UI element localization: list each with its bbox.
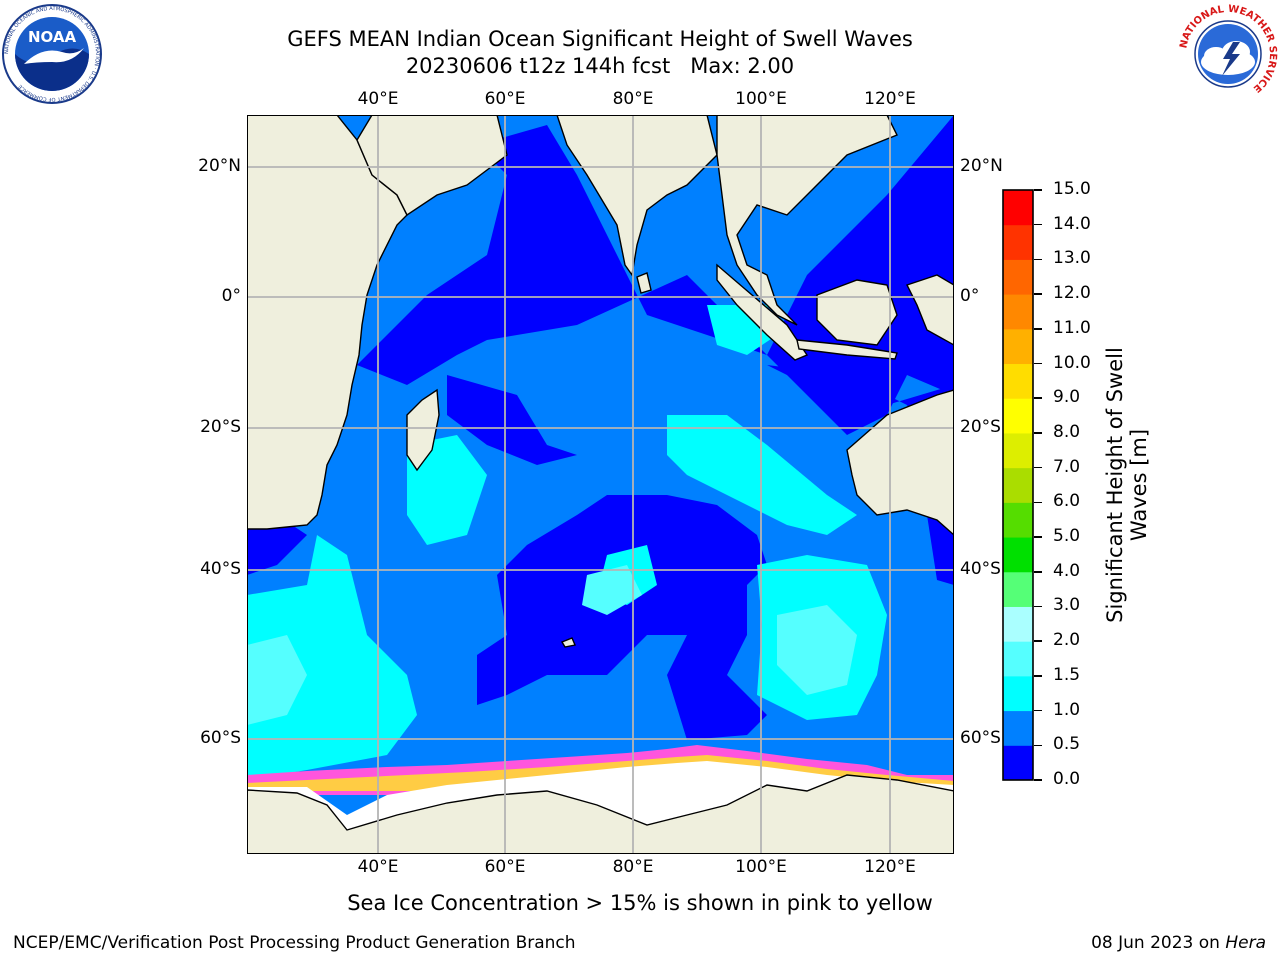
colorbar-segment bbox=[1003, 328, 1033, 365]
lon-label-top: 100°E bbox=[735, 89, 787, 109]
colorbar-tick-mark bbox=[1034, 640, 1042, 642]
colorbar-tick-mark bbox=[1034, 675, 1042, 677]
colorbar-tick-label: 6.0 bbox=[1053, 491, 1081, 512]
colorbar-tick-mark bbox=[1034, 536, 1042, 538]
lat-label-right: 60°S bbox=[960, 728, 1001, 748]
colorbar-segment bbox=[1003, 571, 1033, 607]
colorbar-segment bbox=[1003, 294, 1033, 330]
colorbar-label-line2: Waves [m] bbox=[1127, 428, 1151, 542]
colorbar-tick-mark bbox=[1034, 293, 1042, 295]
lon-label-bottom: 100°E bbox=[735, 857, 787, 877]
colorbar-segment bbox=[1003, 502, 1033, 538]
colorbar-tick-mark bbox=[1034, 223, 1042, 226]
lon-label-bottom: 60°E bbox=[484, 857, 526, 877]
lat-label-right: 40°S bbox=[960, 559, 1001, 579]
chart-subtitle: 20230606 t12z 144h fcst Max: 2.00 bbox=[405, 54, 795, 78]
footer-left: NCEP/EMC/Verification Post Processing Pr… bbox=[13, 933, 576, 953]
colorbar bbox=[1002, 189, 1034, 781]
colorbar-segment bbox=[1003, 606, 1033, 642]
sea-ice-note: Sea Ice Concentration > 15% is shown in … bbox=[347, 891, 933, 915]
noaa-text: NOAA bbox=[28, 28, 77, 46]
colorbar-tick-mark bbox=[1034, 258, 1042, 261]
colorbar-tick-mark bbox=[1034, 328, 1042, 330]
colorbar-tick-mark bbox=[1034, 189, 1042, 191]
colorbar-tick-label: 10.0 bbox=[1053, 352, 1091, 373]
colorbar-segment bbox=[1003, 432, 1033, 469]
colorbar-segment bbox=[1003, 190, 1033, 226]
colorbar-tick-label: 0.5 bbox=[1053, 734, 1081, 755]
colorbar-segment bbox=[1003, 537, 1033, 573]
lat-label-left: 0° bbox=[221, 286, 241, 306]
map-gridlines bbox=[247, 115, 954, 854]
colorbar-tick-label: 14.0 bbox=[1053, 213, 1091, 234]
colorbar-tick-label: 3.0 bbox=[1053, 595, 1081, 616]
colorbar-tick-label: 7.0 bbox=[1053, 456, 1081, 477]
colorbar-tick-mark bbox=[1034, 362, 1042, 365]
map-panel bbox=[247, 115, 954, 854]
lat-label-left: 60°S bbox=[200, 728, 241, 748]
lat-label-left: 20°N bbox=[198, 156, 241, 176]
colorbar-tick-mark bbox=[1034, 605, 1042, 608]
lat-label-right: 20°S bbox=[960, 417, 1001, 437]
colorbar-tick-label: 12.0 bbox=[1053, 283, 1091, 304]
chart-title: GEFS MEAN Indian Ocean Significant Heigh… bbox=[287, 27, 913, 51]
colorbar-tick-label: 5.0 bbox=[1053, 526, 1081, 547]
colorbar-label-line1: Significant Height of Swell bbox=[1103, 347, 1127, 623]
colorbar-segment bbox=[1003, 398, 1033, 434]
lat-label-left: 20°S bbox=[200, 417, 241, 437]
lat-label-right: 20°N bbox=[960, 156, 1003, 176]
colorbar-segment bbox=[1003, 675, 1033, 712]
lat-label-right: 0° bbox=[960, 286, 980, 306]
footer-date: 08 Jun 2023 on bbox=[1091, 933, 1226, 953]
footer-right: 08 Jun 2023 on Hera bbox=[1091, 933, 1266, 953]
land-masses bbox=[247, 115, 954, 854]
colorbar-tick-mark bbox=[1034, 397, 1042, 399]
colorbar-tick-label: 1.0 bbox=[1053, 699, 1081, 720]
colorbar-tick-label: 0.0 bbox=[1053, 769, 1081, 789]
colorbar-tick-mark bbox=[1034, 571, 1042, 573]
colorbar-tick-label: 13.0 bbox=[1053, 248, 1091, 269]
colorbar-tick-label: 8.0 bbox=[1053, 421, 1081, 442]
lon-label-top: 40°E bbox=[357, 89, 399, 109]
colorbar-tick-mark bbox=[1034, 779, 1042, 781]
colorbar-segment bbox=[1003, 363, 1033, 399]
colorbar-segment bbox=[1003, 467, 1033, 503]
lon-label-bottom: 80°E bbox=[612, 857, 654, 877]
swell-zone-lightcyan bbox=[247, 565, 857, 725]
colorbar-tick-mark bbox=[1034, 709, 1042, 712]
noaa-logo: NOAA NATIONAL OCEANIC AND ATMOSPHERIC AD… bbox=[2, 4, 102, 104]
colorbar-tick-label: 4.0 bbox=[1053, 560, 1081, 581]
lat-label-left: 40°S bbox=[200, 559, 241, 579]
colorbar-segment bbox=[1003, 259, 1033, 295]
colorbar-tick-label: 2.0 bbox=[1053, 630, 1081, 651]
lon-label-top: 120°E bbox=[864, 89, 916, 109]
colorbar-tick-mark bbox=[1034, 432, 1042, 434]
colorbar-tick-label: 11.0 bbox=[1053, 317, 1091, 338]
lon-label-bottom: 40°E bbox=[357, 857, 399, 877]
lon-label-bottom: 120°E bbox=[864, 857, 916, 877]
colorbar-tick-label: 9.0 bbox=[1053, 387, 1081, 408]
colorbar-segment bbox=[1003, 710, 1033, 746]
colorbar-tick-mark bbox=[1034, 744, 1042, 747]
colorbar-tick-label: 15.0 bbox=[1053, 179, 1091, 199]
nws-logo: NATIONAL WEATHER SERVICE bbox=[1178, 4, 1278, 103]
colorbar-segment bbox=[1003, 745, 1033, 781]
colorbar-tick-label: 1.5 bbox=[1053, 664, 1081, 685]
colorbar-tick-mark bbox=[1034, 501, 1042, 504]
colorbar-segment bbox=[1003, 224, 1033, 260]
lon-label-top: 80°E bbox=[612, 89, 654, 109]
footer-host: Hera bbox=[1225, 933, 1266, 953]
colorbar-tick-mark bbox=[1034, 466, 1042, 469]
lon-label-top: 60°E bbox=[484, 89, 526, 109]
colorbar-segment bbox=[1003, 641, 1033, 677]
